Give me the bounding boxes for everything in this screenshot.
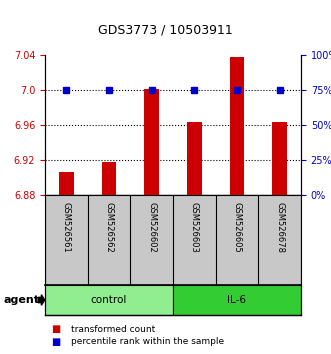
Text: ■: ■ xyxy=(52,324,61,334)
Text: ■: ■ xyxy=(52,337,61,347)
Bar xyxy=(144,89,159,195)
Bar xyxy=(45,285,173,315)
Text: GDS3773 / 10503911: GDS3773 / 10503911 xyxy=(98,23,233,36)
Bar xyxy=(272,122,287,195)
Text: agent: agent xyxy=(3,295,39,305)
Bar xyxy=(102,162,117,195)
Text: control: control xyxy=(91,295,127,305)
Bar xyxy=(173,285,301,315)
Bar xyxy=(229,57,245,195)
Text: GSM526678: GSM526678 xyxy=(275,202,284,253)
Text: GSM526603: GSM526603 xyxy=(190,202,199,253)
Text: GSM526602: GSM526602 xyxy=(147,202,156,253)
Text: percentile rank within the sample: percentile rank within the sample xyxy=(71,337,225,347)
Text: transformed count: transformed count xyxy=(71,325,156,333)
Text: GSM526605: GSM526605 xyxy=(232,202,242,253)
Text: GSM526562: GSM526562 xyxy=(105,202,114,253)
Bar xyxy=(59,172,74,195)
Text: IL-6: IL-6 xyxy=(227,295,247,305)
Text: GSM526561: GSM526561 xyxy=(62,202,71,253)
Bar xyxy=(187,122,202,195)
